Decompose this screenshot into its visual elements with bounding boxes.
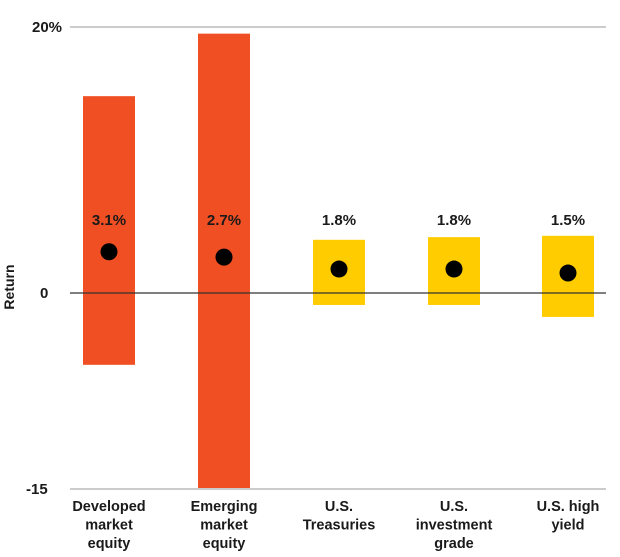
- median-label: 1.8%: [322, 212, 356, 229]
- median-dot: [559, 264, 577, 282]
- category-label: Emerging market equity: [191, 499, 258, 552]
- median-dot: [100, 243, 118, 261]
- y-tick-bottom: -15: [26, 481, 48, 498]
- category-label: U.S. Treasuries: [303, 499, 376, 534]
- median-dot: [445, 260, 463, 278]
- category-label: U.S. investment grade: [416, 499, 493, 552]
- range-bar: [83, 96, 135, 365]
- median-markers: [100, 243, 577, 282]
- category-labels: Developed market equity Emerging market equit…: [72, 499, 599, 552]
- median-label: 1.5%: [551, 212, 585, 229]
- median-label: 3.1%: [92, 212, 126, 229]
- median-labels: 3.1% 2.7% 1.8% 1.8% 1.5%: [92, 212, 585, 229]
- y-tick-top: 20%: [32, 19, 62, 36]
- y-axis-label: Return: [1, 264, 17, 309]
- median-dot: [215, 248, 233, 266]
- category-label: Developed market equity: [72, 499, 145, 552]
- median-label: 1.8%: [437, 212, 471, 229]
- category-label: U.S. high yield: [537, 499, 600, 534]
- median-label: 2.7%: [207, 212, 241, 229]
- y-tick-zero: 0: [40, 285, 48, 302]
- median-dot: [330, 260, 348, 278]
